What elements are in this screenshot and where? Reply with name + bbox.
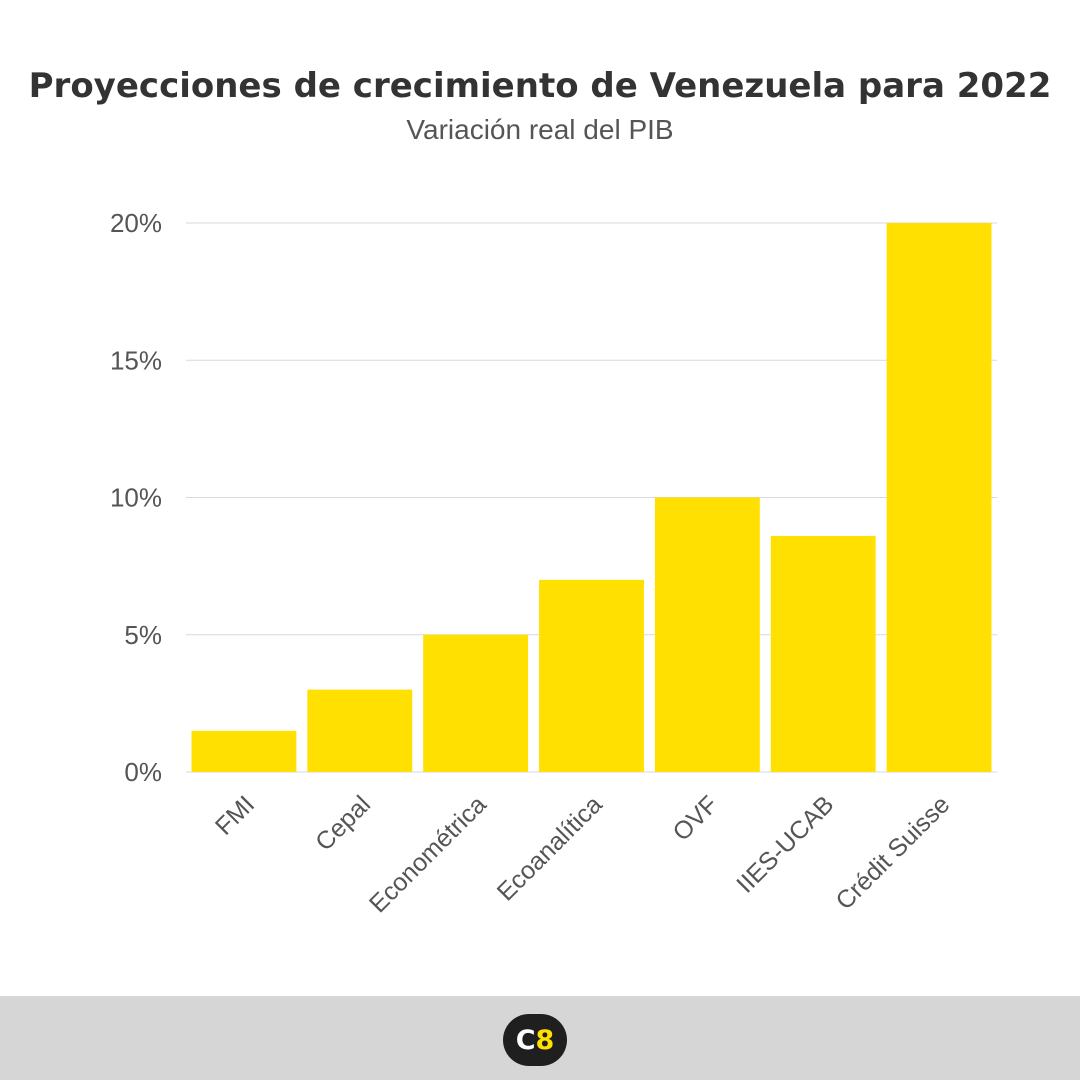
y-tick-label: 20% [110,208,162,238]
y-tick-label: 10% [110,483,162,513]
y-tick-label: 0% [124,757,162,787]
bar-2 [423,634,529,772]
bar-3 [539,579,644,772]
logo-letter: C [515,1024,536,1056]
chart-subtitle: Variación real del PIB [406,114,674,145]
logo-digit: 8 [535,1024,555,1056]
x-category-label: IIES-UCAB [731,790,839,898]
bar-6 [886,223,992,772]
x-category-label: Econométrica [364,790,492,918]
bar-5 [770,535,876,772]
x-category-label: Cepal [310,790,376,856]
x-category-label: Crédit Suisse [830,790,955,915]
x-category-label: OVF [667,790,723,846]
bar-0 [191,730,297,772]
x-category-label: Ecoanalítica [492,790,608,906]
bar-4 [654,497,760,772]
x-category-label: FMI [210,790,260,840]
y-tick-label: 5% [124,620,162,650]
bar-1 [307,689,413,772]
chart-title: Proyecciones de crecimiento de Venezuela… [28,66,1052,106]
y-tick-label: 15% [110,345,162,375]
